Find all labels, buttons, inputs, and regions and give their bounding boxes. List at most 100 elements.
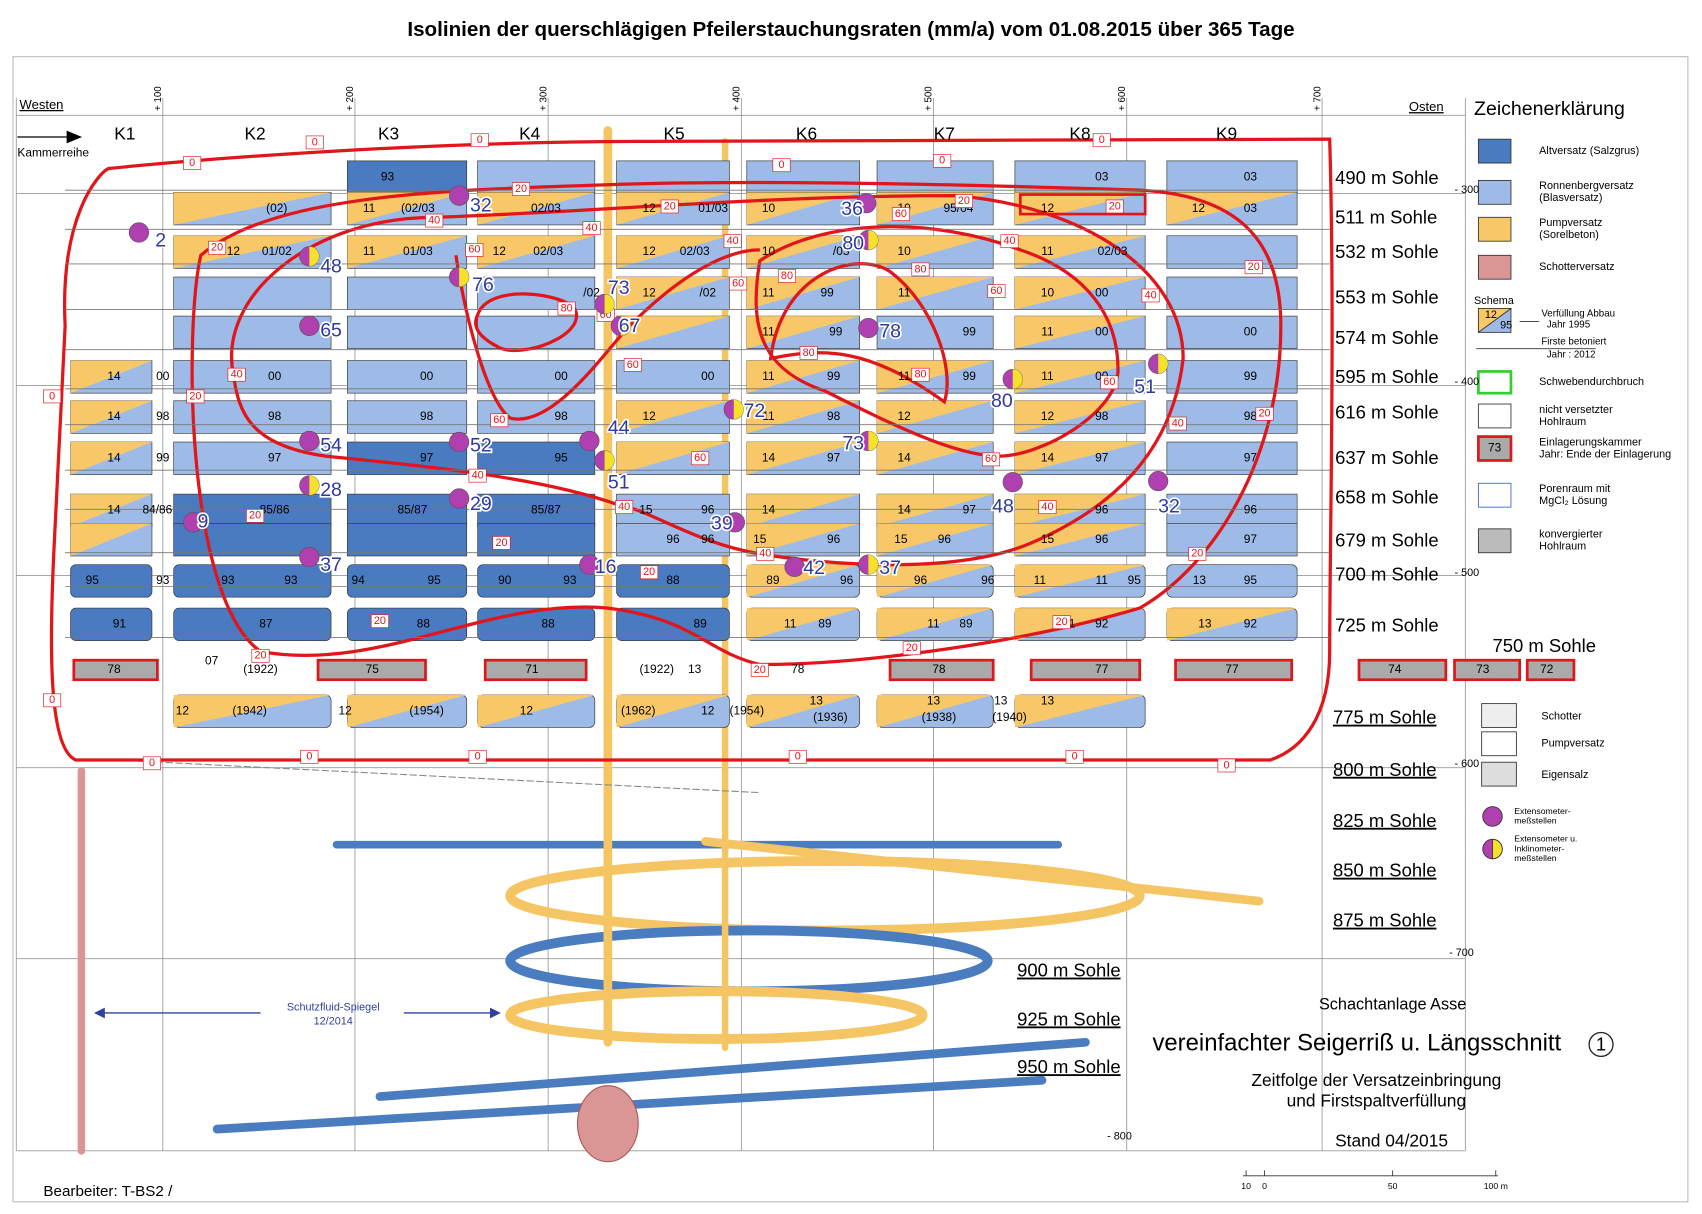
storage-chamber [316,658,427,682]
measurement-value: 9 [198,510,209,532]
measurement-point [299,315,320,336]
legend-title: Zeichenerklärung [1474,98,1625,120]
chamber-label: 96 [1095,503,1109,517]
isoline-label: 80 [781,270,793,282]
chamber-label: 13 [927,694,941,708]
chamber-label: 11 [363,201,376,215]
chamber-label: 94 [352,573,366,587]
isoline-label-bg [370,614,389,628]
measurement-point [784,556,805,577]
pump-fill [1014,316,1146,349]
chamber-label: 98 [420,409,434,423]
isoline-label-bg [660,199,679,214]
measurement-value: 65 [320,319,342,341]
chamber-label: /02 [699,285,716,299]
inclinometer-half [733,399,744,420]
level-label: 679 m Sohle [1335,530,1439,551]
isoline-label-bg [954,194,973,208]
chamber-label: 98 [555,409,569,423]
storage-chamber [483,658,588,682]
measurement-point [579,554,600,575]
chamber-box [477,607,596,641]
inclinometer-half [604,450,615,471]
legend-item: Jahr: Ende der Einlagerung [1539,448,1671,460]
isoline-label: 0 [939,155,945,167]
chamber-label: 78 [107,662,121,676]
chamber-label: 78 [791,662,805,676]
isoline-label-bg [911,262,930,277]
isoline-label-bg [772,158,791,173]
chamber-label: 98 [156,409,170,423]
level-label: 574 m Sohle [1335,327,1439,348]
chamber-label: 12 [520,703,534,717]
isoline-label-bg [43,389,62,404]
legend-item: Eigensalz [1541,769,1588,781]
measurement-value: 44 [608,417,630,439]
isoline-label-bg [227,367,246,382]
chamber-label: 93 [156,573,170,587]
isoline-label-bg [582,221,601,236]
isoline-label: 80 [561,302,573,314]
isoline-label-bg [1217,758,1236,773]
level-label: 725 m Sohle [1335,614,1439,635]
pump-fill [746,442,860,475]
chamber-label: /03 [833,244,850,258]
isoline-label: 0 [49,390,55,402]
isoline-label: 0 [1099,134,1105,146]
isoline-label-bg [470,133,489,148]
isoline-label: 20 [495,537,507,549]
drawing-number: 1 [1596,1033,1606,1054]
column-label: K3 [378,123,399,143]
level-label: 637 m Sohle [1335,447,1439,468]
chamber-label: 12 [642,201,656,215]
isoline-label: 0 [795,751,801,763]
measurement-value: 42 [803,557,825,579]
column-label: K5 [663,123,684,143]
level-label: 595 m Sohle [1335,366,1439,387]
x-tick-label: + 700 [1312,86,1323,111]
chamber-label: 13 [1041,694,1055,708]
chamber-label: 95 [1128,573,1142,587]
chamber-label: (1940) [992,710,1027,724]
chamber-label: 77 [1095,662,1109,676]
chamber-label: 00 [555,369,569,383]
storage-chamber [888,658,995,682]
chamber-label: 12 [1041,409,1055,423]
chamber-label: 96 [666,532,680,546]
isoline-label-bg [465,243,484,257]
isoline-label: 40 [727,235,739,247]
subtitle: Zeitfolge der Versatzeinbringung [1251,1070,1501,1090]
inclinometer-half [309,246,320,267]
level-label: 616 m Sohle [1335,402,1439,423]
chamber-box [347,523,468,557]
west-label: Westen [20,97,64,112]
measurement-value: 73 [608,277,630,299]
chamber-box [173,276,332,310]
isoline-label: 20 [249,510,261,522]
storage-chamber [1525,658,1576,682]
chamber-label: 89 [959,617,973,631]
pump-fill [877,608,994,641]
chamber-label: 97 [963,503,977,517]
isoline-label: 20 [906,642,918,654]
chamber-label: 01/03 [403,244,433,258]
chamber-label: 14 [107,369,121,383]
chamber-box [347,400,468,434]
chamber-label: 12 [493,244,507,258]
depth-tick-label: - 700 [1449,947,1474,959]
legend-item: MgCl₂ Lösung [1539,495,1607,507]
pump-fill [746,608,860,641]
measurement-point [183,512,204,533]
chamber-label: 14 [107,409,121,423]
isoline-label-bg [777,269,796,283]
chamber-label: 96 [827,532,841,546]
x-tick-label: + 600 [1117,86,1128,111]
inclinometer-half [620,316,631,336]
chamber-box [173,360,332,394]
chamber-label: 13 [994,694,1008,708]
chamber-label: 00 [268,369,282,383]
chamber-label: 12 [227,244,241,258]
chamber-box [347,607,468,641]
chamber-label: (1922) [639,662,674,676]
